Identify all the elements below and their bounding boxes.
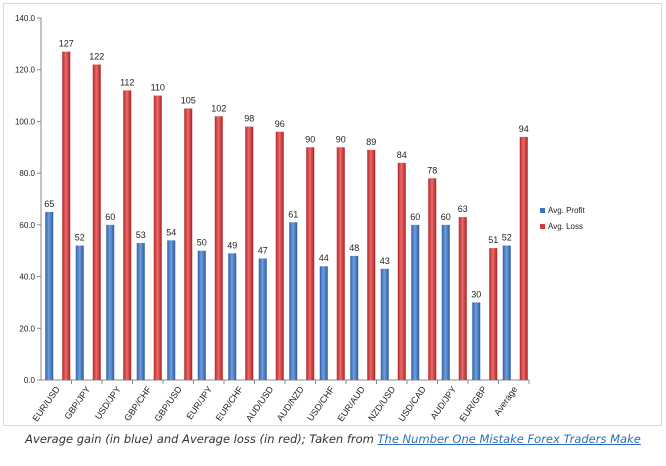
loss-data-label: 89 — [366, 137, 376, 147]
loss-bar — [458, 217, 467, 380]
profit-data-label: 65 — [44, 199, 54, 209]
loss-data-label: 112 — [120, 77, 134, 87]
x-tick-label: USD/CAD — [396, 384, 428, 423]
x-tick-label: NZD/USD — [366, 384, 397, 423]
x-tick-label: EUR/JPY — [184, 384, 214, 421]
source-link[interactable]: The Number One Mistake Forex Traders Mak… — [377, 432, 641, 446]
loss-bar — [184, 108, 193, 380]
loss-data-label: 105 — [181, 96, 196, 106]
profit-bar — [136, 242, 145, 380]
profit-bar — [472, 302, 481, 380]
legend-label-loss: Avg. Loss — [548, 222, 583, 231]
x-tick-label: EUR/CHF — [214, 384, 245, 423]
profit-data-label: 52 — [502, 233, 512, 243]
x-tick-label: GBP/CHF — [122, 384, 153, 423]
loss-bar — [336, 147, 345, 380]
loss-bar — [428, 178, 437, 380]
legend-label-profit: Avg. Profit — [548, 206, 586, 215]
y-tick-label: 60.0 — [19, 221, 35, 230]
loss-bar — [92, 64, 101, 381]
loss-data-label: 96 — [275, 119, 285, 129]
profit-bar — [106, 224, 115, 380]
y-tick-label: 40.0 — [19, 273, 35, 282]
x-tick-label: AUD/JPY — [428, 384, 458, 421]
loss-data-label: 78 — [427, 165, 437, 175]
loss-data-label: 51 — [488, 235, 498, 245]
chart-frame: 0.0 20.0 40.0 60.0 80.0 100.0 120.0 140.0 65 127 E… — [3, 3, 662, 426]
loss-bar — [62, 51, 71, 380]
profit-bar — [45, 211, 54, 380]
profit-data-label: 48 — [349, 243, 359, 253]
loss-bar — [275, 131, 284, 380]
loss-bar — [367, 149, 376, 380]
legend-swatch-profit — [540, 208, 545, 213]
y-tick-label: 100.0 — [15, 117, 36, 126]
x-tick-label: GBP/USD — [152, 384, 184, 423]
loss-bar — [306, 147, 315, 380]
profit-bar — [258, 258, 267, 380]
loss-data-label: 102 — [211, 103, 226, 113]
profit-bar — [289, 222, 298, 380]
loss-bar — [153, 95, 162, 381]
loss-bar — [519, 136, 528, 380]
profit-bar — [167, 240, 176, 380]
loss-data-label: 63 — [458, 204, 468, 214]
chart-caption: Average gain (in blue) and Average loss … — [0, 432, 666, 447]
loss-data-label: 110 — [151, 83, 165, 93]
profit-data-label: 49 — [227, 240, 237, 250]
loss-data-label: 98 — [244, 114, 254, 124]
profit-data-label: 61 — [288, 209, 298, 219]
y-tick-label: 0.0 — [24, 376, 36, 385]
profit-data-label: 54 — [166, 227, 176, 237]
loss-data-label: 94 — [519, 124, 529, 134]
profit-data-label: 43 — [380, 256, 390, 266]
profit-bar — [197, 250, 206, 380]
x-tick-label: EUR/USD — [30, 384, 62, 423]
x-tick-label: EUR/GBP — [457, 384, 488, 423]
profit-data-label: 53 — [136, 230, 146, 240]
loss-bar — [245, 126, 254, 380]
loss-bar — [214, 116, 223, 380]
x-tick-label: EUR/AUD — [335, 384, 367, 423]
profit-bar — [228, 253, 237, 380]
y-tick-label: 140.0 — [15, 14, 36, 23]
profit-bar — [75, 245, 84, 380]
profit-data-label: 60 — [410, 212, 420, 222]
x-tick-label: USD/CHF — [305, 384, 336, 423]
profit-bar — [441, 224, 450, 380]
y-tick-label: 80.0 — [19, 169, 35, 178]
profit-data-label: 60 — [105, 212, 115, 222]
loss-bar — [489, 248, 498, 380]
profit-data-label: 50 — [197, 238, 207, 248]
profit-bar — [502, 245, 511, 380]
x-tick-label: GBP/JPY — [62, 384, 92, 421]
y-tick-label: 20.0 — [19, 324, 35, 333]
profit-data-label: 44 — [319, 253, 329, 263]
loss-data-label: 90 — [305, 134, 315, 144]
x-tick-label: USD/JPY — [93, 384, 123, 421]
loss-bar — [123, 90, 132, 381]
loss-data-label: 90 — [336, 134, 346, 144]
x-tick-label: AUD/NZD — [275, 384, 306, 423]
loss-data-label: 127 — [59, 39, 74, 49]
profit-data-label: 60 — [441, 212, 451, 222]
x-tick-label: AUD/USD — [244, 384, 276, 423]
loss-data-label: 122 — [89, 52, 104, 62]
profit-bar — [319, 266, 328, 380]
x-tick-label: Average — [492, 384, 519, 417]
y-tick-label: 120.0 — [15, 66, 36, 75]
bar-chart: 0.0 20.0 40.0 60.0 80.0 100.0 120.0 140.0 65 127 E… — [15, 14, 586, 423]
legend-swatch-loss — [540, 224, 545, 229]
profit-bar — [380, 268, 389, 380]
profit-data-label: 47 — [258, 245, 268, 255]
loss-data-label: 84 — [397, 150, 407, 160]
profit-data-label: 52 — [75, 233, 85, 243]
profit-bar — [350, 255, 359, 380]
caption-text: Average gain (in blue) and Average loss … — [25, 432, 378, 446]
profit-bar — [411, 224, 420, 380]
loss-bar — [397, 162, 406, 380]
profit-data-label: 30 — [471, 289, 481, 299]
